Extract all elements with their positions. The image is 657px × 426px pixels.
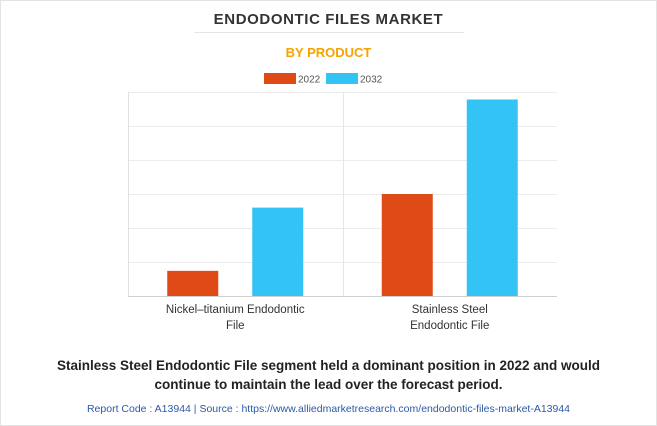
caption-line-1: Stainless Steel Endodontic File segment … [56, 358, 601, 373]
legend-swatch-2032 [326, 73, 358, 84]
legend-label-2032: 2032 [360, 75, 383, 86]
chart-title: ENDODONTIC FILES MARKET [213, 11, 444, 28]
x-tick-label: Nickel–titanium Endodontic [166, 304, 305, 316]
title-divider [194, 32, 464, 33]
chart-caption: Stainless Steel Endodontic File segment … [20, 356, 637, 394]
caption-line-2: continue to maintain the lead over the f… [154, 377, 503, 392]
legend-label-2022: 2022 [298, 75, 321, 86]
bar-2022 [167, 270, 219, 296]
x-tick-label: File [226, 320, 245, 332]
legend-swatch-2022 [264, 73, 296, 84]
bar-2032 [466, 99, 518, 296]
bar-2022 [381, 194, 433, 296]
chart-subtitle: BY PRODUCT [285, 45, 372, 60]
bar-2032 [252, 207, 304, 296]
source-footer: Report Code : A13944 | Source : https://… [86, 403, 571, 415]
x-tick-label: Stainless Steel [412, 304, 488, 316]
x-tick-label: Endodontic File [410, 320, 489, 332]
